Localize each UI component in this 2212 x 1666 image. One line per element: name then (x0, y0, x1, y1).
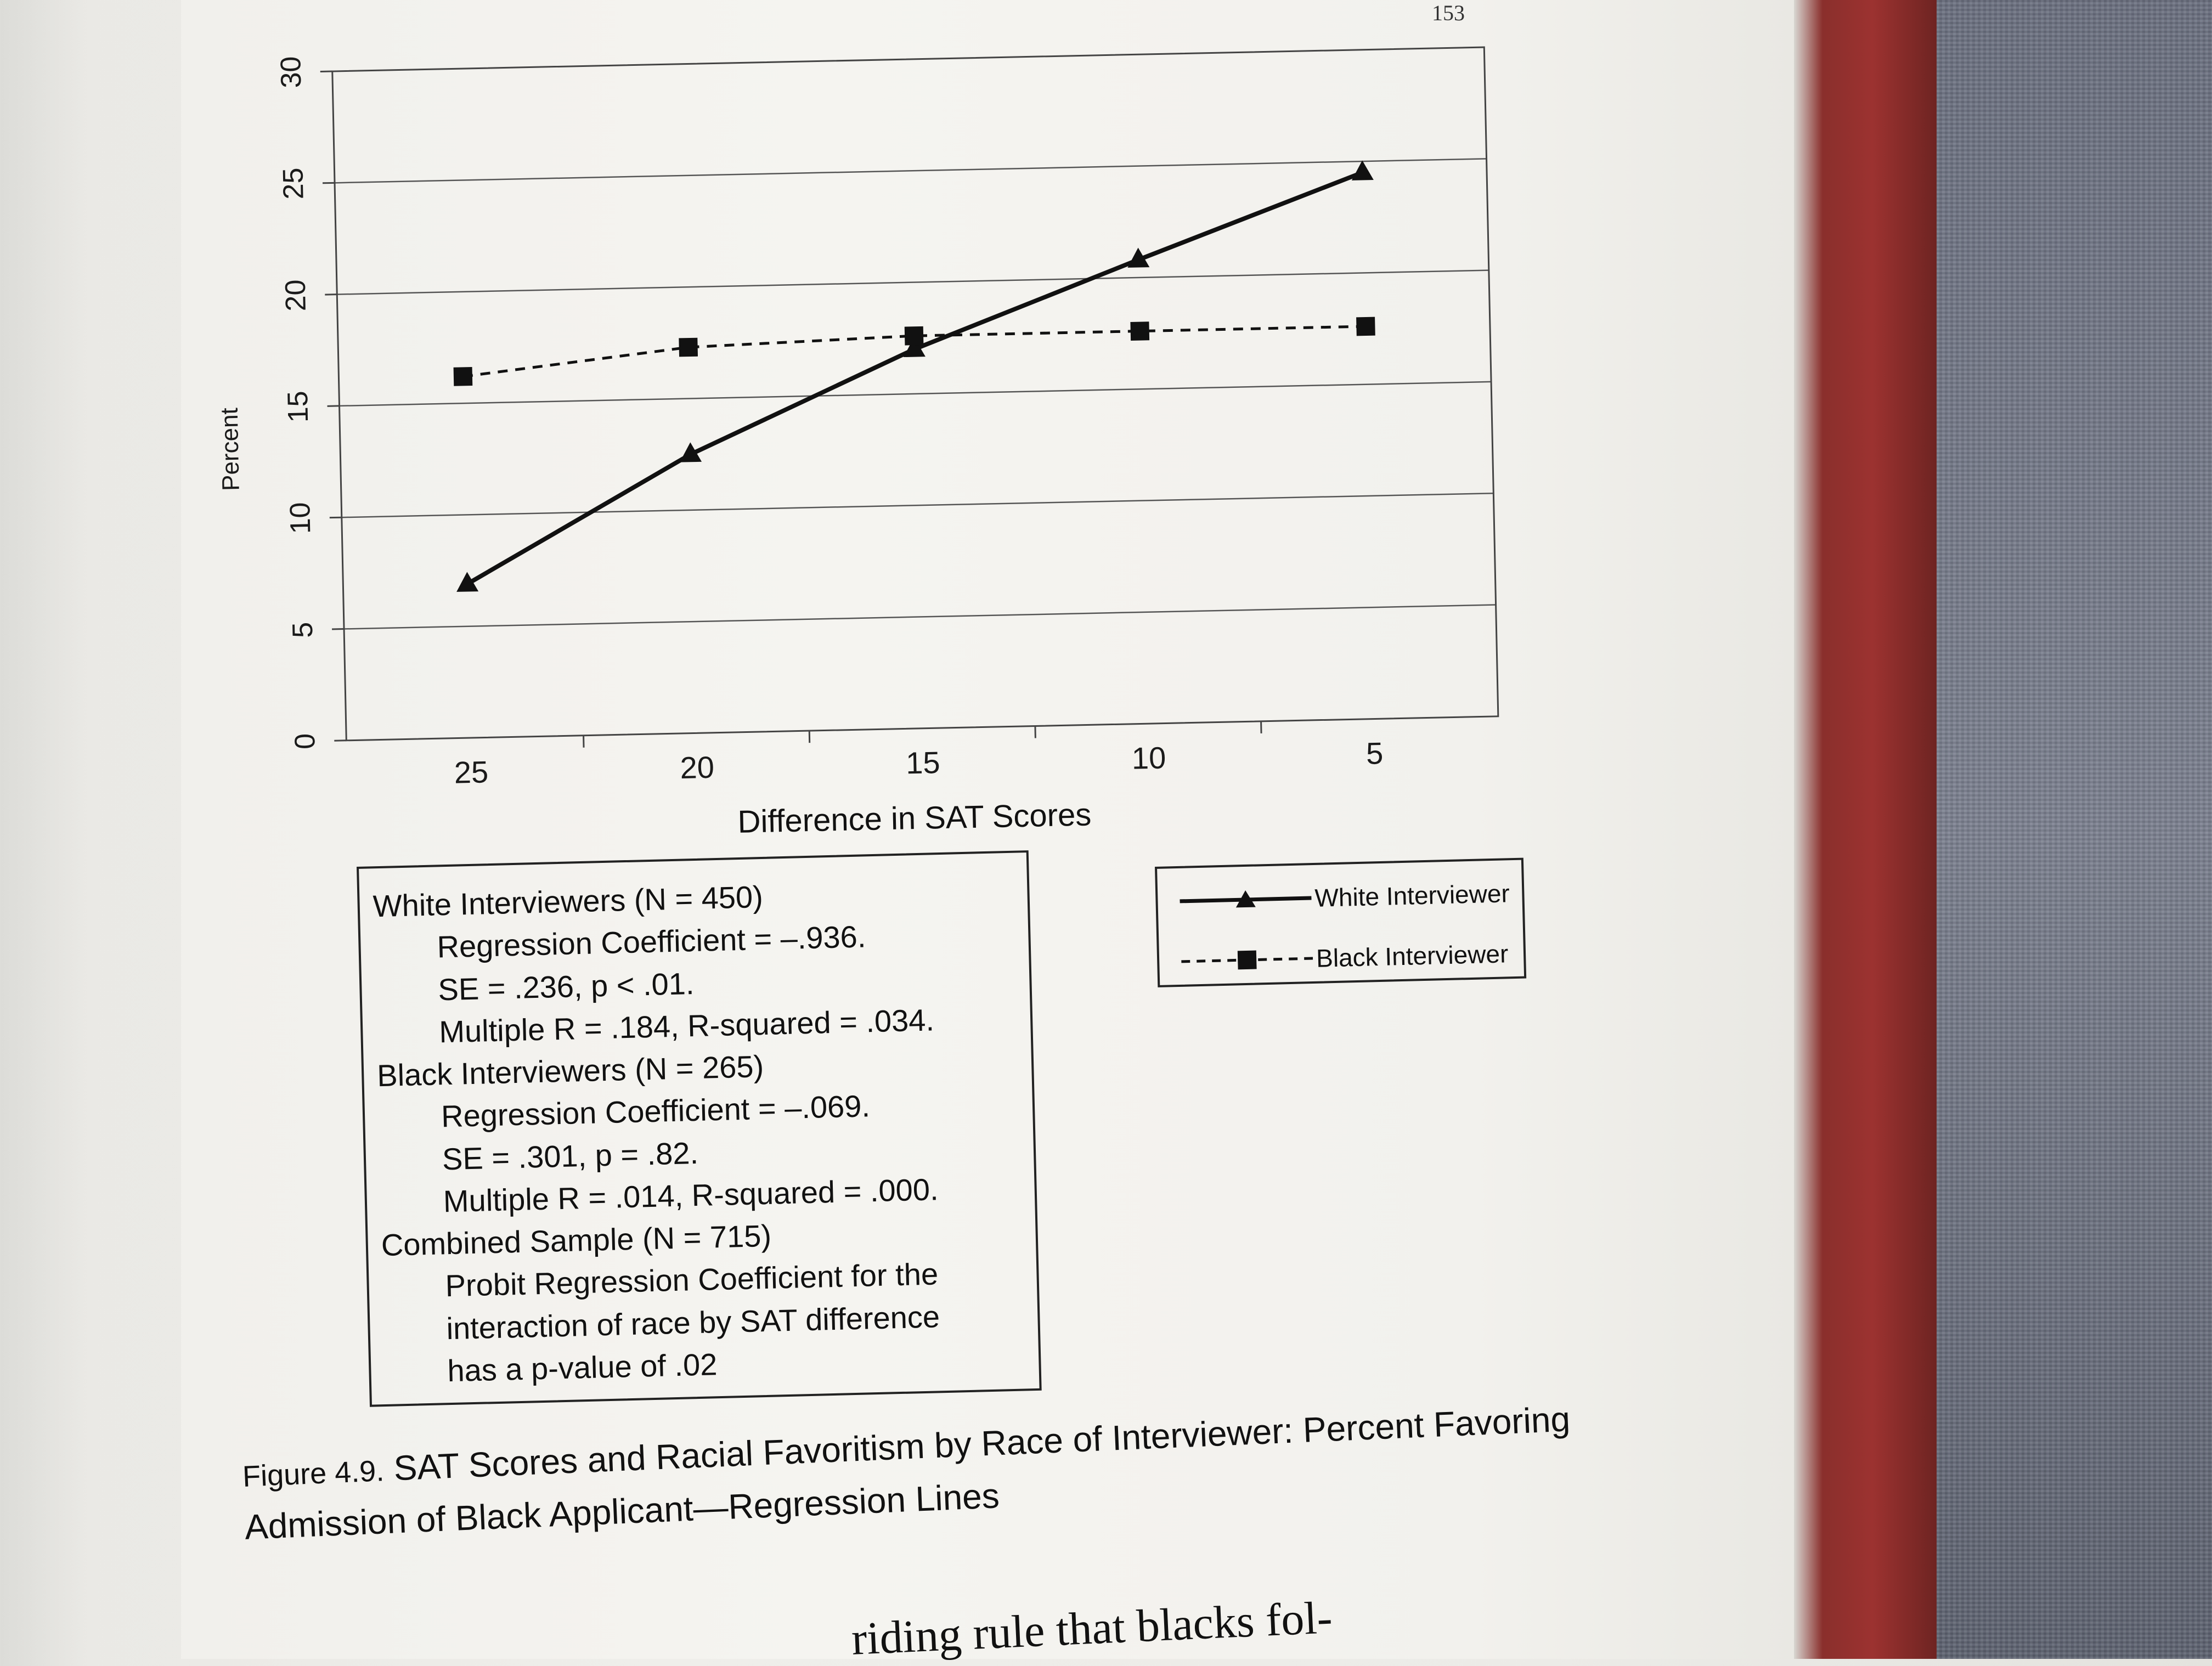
legend-black-label: Black Interviewer (1316, 939, 1509, 973)
data-point-black-interviewer (1356, 317, 1375, 336)
data-point-black-interviewer (905, 326, 924, 346)
y-tick-label: 10 (284, 499, 317, 538)
data-point-black-interviewer (454, 367, 473, 386)
book-cover-edge (1794, 0, 1937, 1659)
gridline (344, 605, 1496, 629)
series-line-white-interviewer (459, 172, 1371, 584)
x-tick-label: 5 (1352, 735, 1397, 772)
background-fabric (1937, 0, 2212, 1659)
x-tick-label: 25 (449, 754, 493, 790)
gridline (342, 493, 1494, 517)
chart: 0 5 10 15 20 25 30 25 20 15 10 5 Percent Differenc… (189, 14, 1534, 864)
legend-white-swatch (1180, 887, 1312, 912)
series-layer (448, 160, 1381, 592)
figure-label: Figure 4.9. (242, 1454, 385, 1493)
y-tick-label: 20 (279, 276, 313, 315)
legend-item-black: Black Interviewer (1181, 937, 1509, 978)
y-axis-label: Percent (216, 394, 245, 505)
chart-svg (189, 14, 1534, 864)
x-tick-label: 20 (675, 749, 719, 786)
axis-layer (320, 47, 1499, 753)
x-axis-label: Difference in SAT Scores (737, 796, 1092, 840)
y-tick-label: 25 (276, 164, 310, 203)
gridline (337, 270, 1489, 295)
y-tick-label: 0 (289, 722, 322, 761)
legend-black-swatch (1181, 947, 1313, 973)
data-point-black-interviewer (679, 338, 698, 357)
y-tick-label: 30 (274, 53, 308, 92)
data-point-black-interviewer (1130, 321, 1149, 341)
legend-item-white: White Interviewer (1180, 877, 1510, 918)
data-point-white-interviewer (1351, 160, 1374, 180)
x-tick-label: 15 (901, 744, 945, 781)
legend-white-label: White Interviewer (1314, 878, 1510, 913)
gridline (340, 382, 1492, 406)
chart-legend: White Interviewer Black Interviewer (1155, 858, 1526, 987)
y-tick-label: 15 (281, 387, 315, 426)
x-tick-label: 10 (1126, 739, 1171, 776)
y-tick-label: 5 (286, 610, 319, 649)
gridline (335, 159, 1487, 183)
regression-stats-box: White Interviewers (N = 450) Regression … (357, 850, 1042, 1407)
